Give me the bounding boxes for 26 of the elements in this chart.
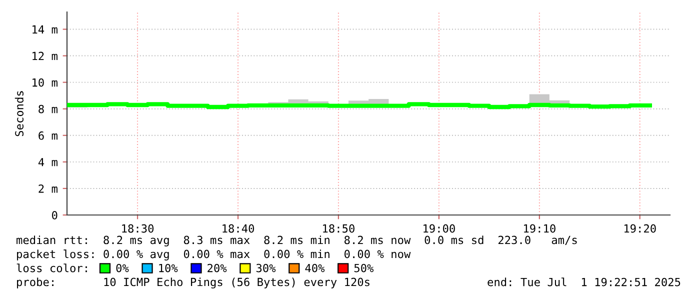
y-tick-label: 12 m	[32, 52, 58, 60]
x-tick-label: 18:30	[122, 224, 154, 233]
y-tick-label: 2 m	[38, 184, 58, 193]
y-tick-label: 8 m	[38, 104, 58, 114]
legend-label: 50%	[354, 264, 374, 272]
legend-label: 20%	[208, 264, 227, 272]
y-axis-title: Seconds	[14, 91, 24, 136]
x-tick-label: 18:40	[222, 224, 254, 233]
text: probe: 10 ICMP Echo Pings (56 Bytes) every 120s	[17, 278, 370, 288]
x-tick-label: 18:50	[323, 224, 354, 233]
y-tick-label: 6 m	[38, 131, 58, 140]
y-tick-label: 0	[52, 211, 58, 220]
legend-label: 30%	[256, 264, 276, 272]
y-tick-label: 14 m	[32, 25, 58, 34]
legend-label: 40%	[305, 264, 325, 272]
y-tick-label: 4 m	[38, 158, 58, 166]
y-tick-label: 10 m	[32, 78, 58, 87]
legend-title: loss color:	[16, 264, 87, 272]
text: median rtt: 8.2 ms avg 8.3 ms max 8.2 ms min 8.2 ms now 0.0 ms sd 223.0 am/s	[16, 236, 577, 246]
text: end: Tue Jul 1 19:22:51 2025	[488, 278, 680, 286]
x-tick-label: 19:00	[424, 224, 455, 233]
legend-label: 0%	[116, 264, 129, 272]
text: packet loss: 0.00 % avg 0.00 % max 0.00 % min 0.00 % now	[17, 250, 411, 260]
x-tick-label: 19:20	[624, 224, 656, 233]
x-tick-label: 19:10	[524, 224, 556, 233]
legend-label: 10%	[159, 264, 178, 272]
